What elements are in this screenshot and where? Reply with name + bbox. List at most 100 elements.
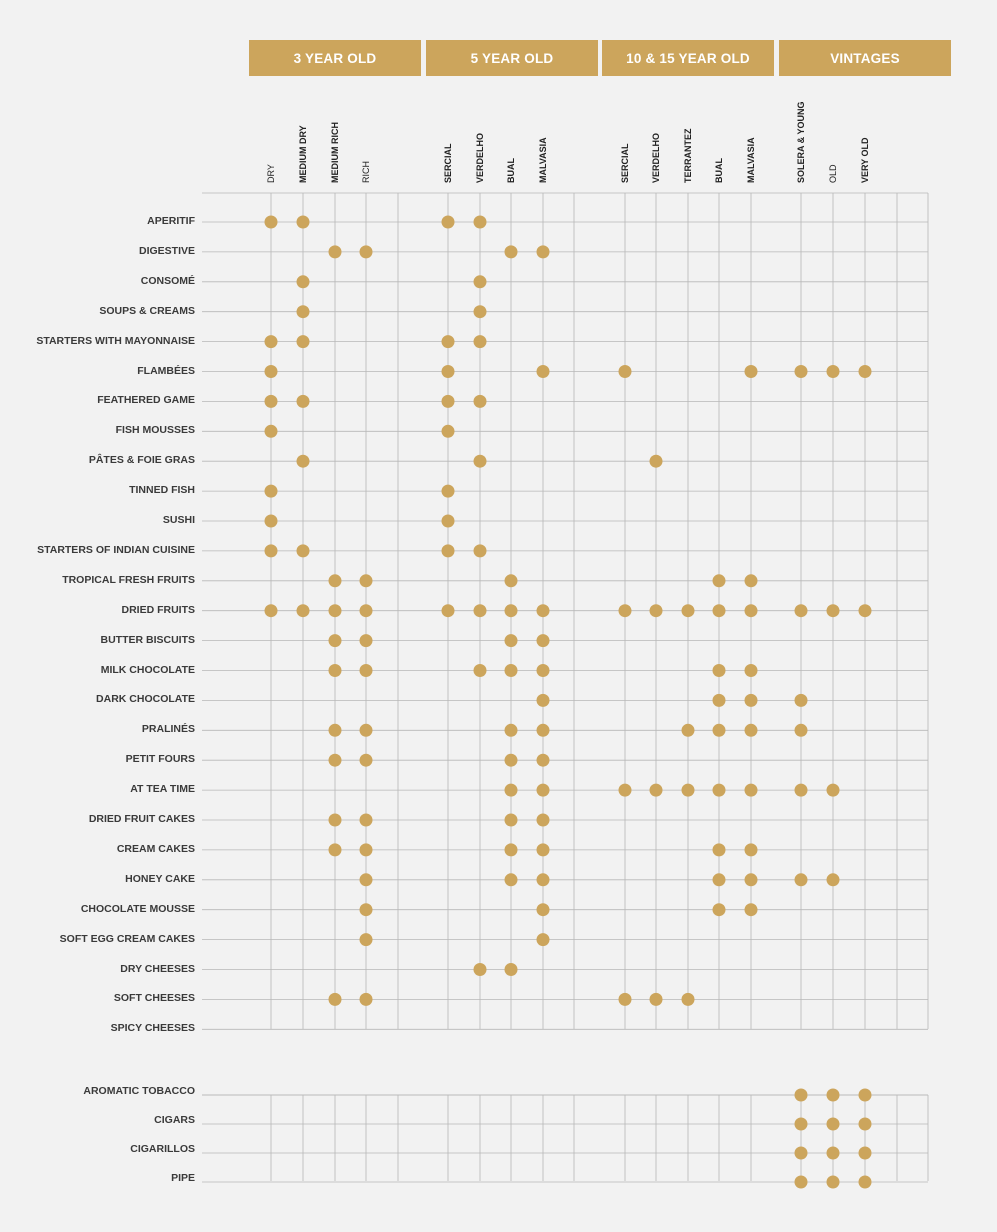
row-label: CIGARILLOS <box>130 1143 195 1155</box>
pairing-dot <box>473 275 487 289</box>
pairing-dot <box>264 424 278 438</box>
pairing-dot <box>536 245 550 259</box>
pairing-dot <box>744 873 758 887</box>
pairing-dot <box>681 604 695 618</box>
pairing-dot <box>536 813 550 827</box>
pairing-dot <box>504 753 518 767</box>
group-header: 10 & 15 YEAR OLD <box>602 40 774 76</box>
row-label: PRALINÉS <box>141 723 195 736</box>
pairing-dot <box>296 544 310 558</box>
pairing-dot <box>649 783 663 797</box>
pairing-dot <box>794 1175 808 1189</box>
pairing-dot <box>328 245 342 259</box>
pairing-dot <box>712 843 726 857</box>
row-label: SOFT CHEESES <box>113 992 195 1005</box>
row-label: AT TEA TIME <box>130 783 195 796</box>
pairing-dot <box>826 604 840 618</box>
pairing-dot <box>826 873 840 887</box>
pairing-dot <box>328 604 342 618</box>
pairing-dot <box>681 992 695 1006</box>
pairing-dot <box>536 783 550 797</box>
pairing-dot <box>712 664 726 677</box>
pairing-dot <box>794 693 808 707</box>
row-label: DRIED FRUIT CAKES <box>88 813 195 825</box>
pairing-dot <box>794 783 808 797</box>
pairing-dot <box>296 454 310 468</box>
pairing-dot <box>794 723 808 737</box>
pairing-dot <box>359 933 373 947</box>
pairing-dot <box>473 544 487 558</box>
row-label: CONSOMÉ <box>140 274 195 287</box>
pairing-dot <box>794 873 808 887</box>
pairing-dot <box>473 305 487 319</box>
pairing-dot <box>473 215 487 229</box>
pairing-dot <box>858 1117 872 1131</box>
pairing-dot <box>858 604 872 618</box>
pairing-dot <box>618 992 632 1006</box>
pairing-dot <box>826 783 840 797</box>
pairing-dot <box>264 394 278 408</box>
pairing-dot <box>264 365 278 378</box>
pairing-dot <box>264 514 278 528</box>
pairing-dot <box>618 604 632 618</box>
pairing-dot <box>328 813 342 827</box>
pairing-dot <box>744 574 758 588</box>
row-label: PETIT FOURS <box>125 753 195 766</box>
pairing-dot <box>359 903 373 917</box>
pairing-dot <box>536 664 550 677</box>
pairing-dot <box>712 604 726 618</box>
row-label: DRY CHEESES <box>120 962 195 975</box>
pairing-dot <box>441 484 455 498</box>
pairing-dot <box>826 1088 840 1102</box>
pairing-dot <box>536 604 550 618</box>
pairing-dot <box>264 604 278 618</box>
pairing-dot <box>328 574 342 588</box>
pairing-dot <box>536 693 550 707</box>
group-header: VINTAGES <box>779 40 951 76</box>
pairing-dot <box>649 992 663 1006</box>
pairing-dot <box>536 903 550 917</box>
pairing-dot <box>441 514 455 528</box>
row-label: TINNED FISH <box>129 484 195 497</box>
pairing-dot <box>794 1088 808 1102</box>
pairing-dot <box>359 574 373 588</box>
pairing-dot <box>858 1175 872 1189</box>
pairing-dot <box>794 1146 808 1160</box>
pairing-dot <box>826 1175 840 1189</box>
pairing-dot <box>826 1146 840 1160</box>
pairing-dot <box>504 574 518 588</box>
pairing-dot <box>858 1088 872 1102</box>
pairing-dot <box>618 783 632 797</box>
pairing-dot <box>441 215 455 229</box>
pairing-dot <box>328 664 342 677</box>
pairing-dot <box>536 933 550 947</box>
pairing-dot <box>359 813 373 827</box>
pairing-dot <box>296 335 310 349</box>
pairing-dot <box>296 394 310 408</box>
row-label: SUSHI <box>162 514 195 526</box>
pairing-dot <box>473 394 487 408</box>
pairing-dot <box>473 963 487 976</box>
row-label: SOFT EGG CREAM CAKES <box>59 932 195 945</box>
pairing-dot <box>328 843 342 857</box>
pairing-dot <box>794 604 808 618</box>
row-label: DIGESTIVE <box>138 244 195 257</box>
group-header: 5 YEAR OLD <box>426 40 598 76</box>
pairing-dot <box>744 843 758 857</box>
pairing-dot <box>536 873 550 887</box>
pairing-dot <box>441 424 455 438</box>
pairing-dot <box>712 723 726 737</box>
pairing-dot <box>473 664 487 677</box>
row-label: FLAMBÉES <box>137 364 195 377</box>
pairing-dot <box>744 723 758 737</box>
pairing-dot <box>536 723 550 737</box>
pairing-dot <box>744 365 758 378</box>
pairing-dot <box>858 1146 872 1160</box>
pairing-dot <box>504 813 518 827</box>
pairing-dot <box>681 723 695 737</box>
pairing-dot <box>441 604 455 618</box>
pairing-dot <box>504 604 518 618</box>
pairing-dot <box>441 365 455 378</box>
row-label: FISH MOUSSES <box>115 424 195 437</box>
